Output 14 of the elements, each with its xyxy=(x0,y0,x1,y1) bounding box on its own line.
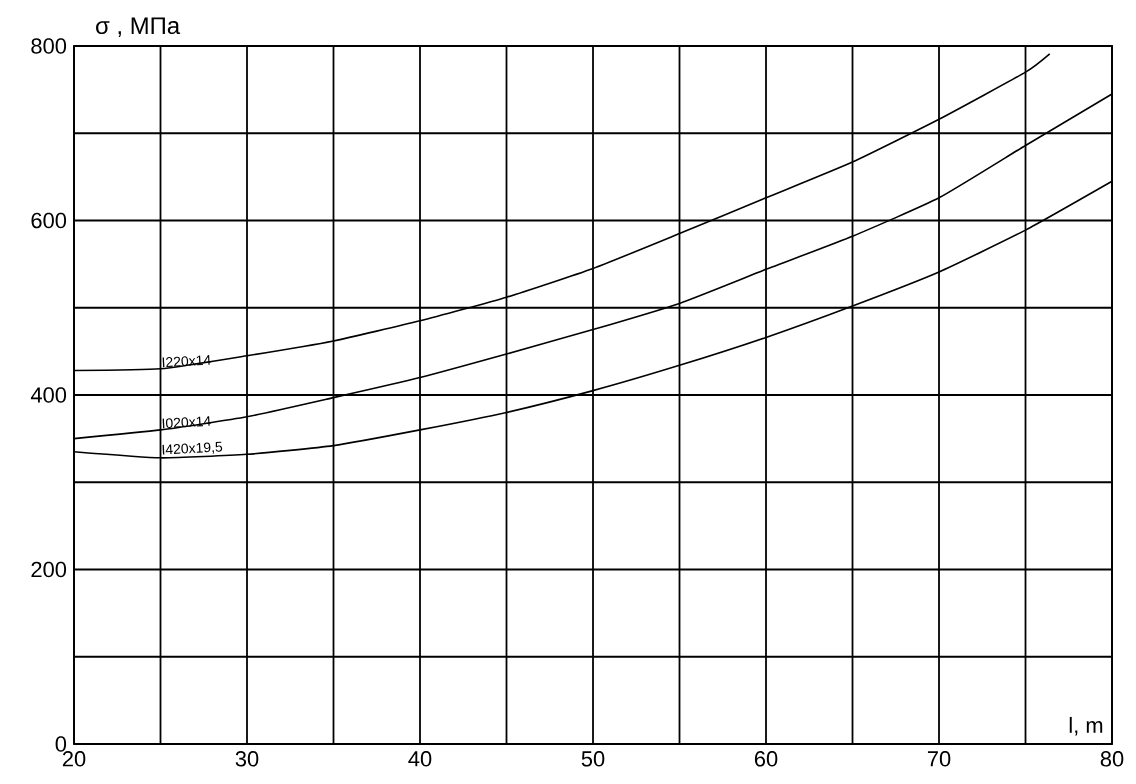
x-tick-label: 60 xyxy=(754,751,778,767)
x-tick-label: 50 xyxy=(581,751,605,767)
y-tick-label: 200 xyxy=(31,561,67,578)
x-tick-label: 20 xyxy=(62,751,86,767)
y-axis-title: σ , МПа xyxy=(96,17,181,37)
y-tick-label: 600 xyxy=(31,212,67,229)
x-axis-title: l, m xyxy=(1069,716,1103,736)
x-tick-label: 80 xyxy=(1100,751,1124,767)
y-tick-label: 400 xyxy=(30,387,67,403)
x-tick-label: 30 xyxy=(235,751,259,767)
y-tick-label: 800 xyxy=(31,38,67,54)
x-tick-label: 40 xyxy=(408,751,432,767)
x-tick-label: 70 xyxy=(927,751,951,767)
y-tick-label: 0 xyxy=(55,736,67,752)
